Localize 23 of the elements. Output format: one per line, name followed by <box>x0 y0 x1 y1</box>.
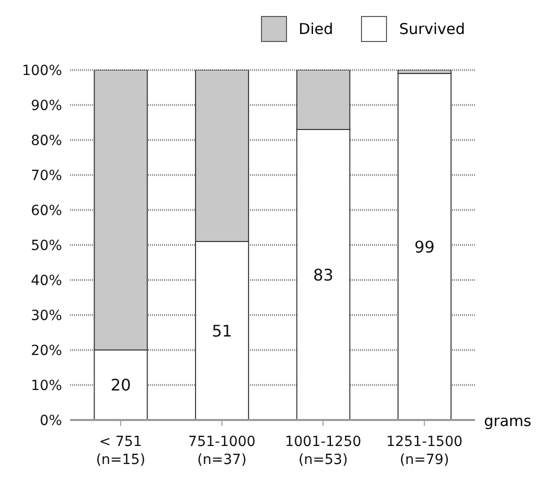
y-tick-label: 20% <box>30 342 62 359</box>
y-tick-label: 10% <box>30 378 62 394</box>
x-axis-title: grams <box>484 412 532 430</box>
x-tick-label: 1001-1250 (n=53) <box>284 434 362 468</box>
data-label: 51 <box>212 321 232 340</box>
y-tick-label: 100% <box>22 62 62 79</box>
x-tick-label: 1251-1500 (n=79) <box>386 434 463 468</box>
y-tick-label: 90% <box>30 98 62 114</box>
y-tick-label: 50% <box>30 238 62 254</box>
x-tick-label: 751-1000 (n=37) <box>188 434 256 468</box>
y-tick-label: 60% <box>30 202 62 219</box>
bar <box>398 73 452 420</box>
y-tick-label: 0% <box>40 412 62 429</box>
y-tick-label: 30% <box>30 308 62 324</box>
y-tick-label: 80% <box>30 132 62 149</box>
data-label: 83 <box>313 265 334 284</box>
text: Survived <box>399 20 465 38</box>
data-label: 20 <box>110 376 131 395</box>
y-tick-label: 70% <box>30 168 62 184</box>
legend-label: Died <box>298 20 334 38</box>
y-tick-label: 40% <box>30 272 62 289</box>
data-label: 99 <box>414 237 435 256</box>
x-tick-label: < 751 (n=15) <box>96 434 146 468</box>
